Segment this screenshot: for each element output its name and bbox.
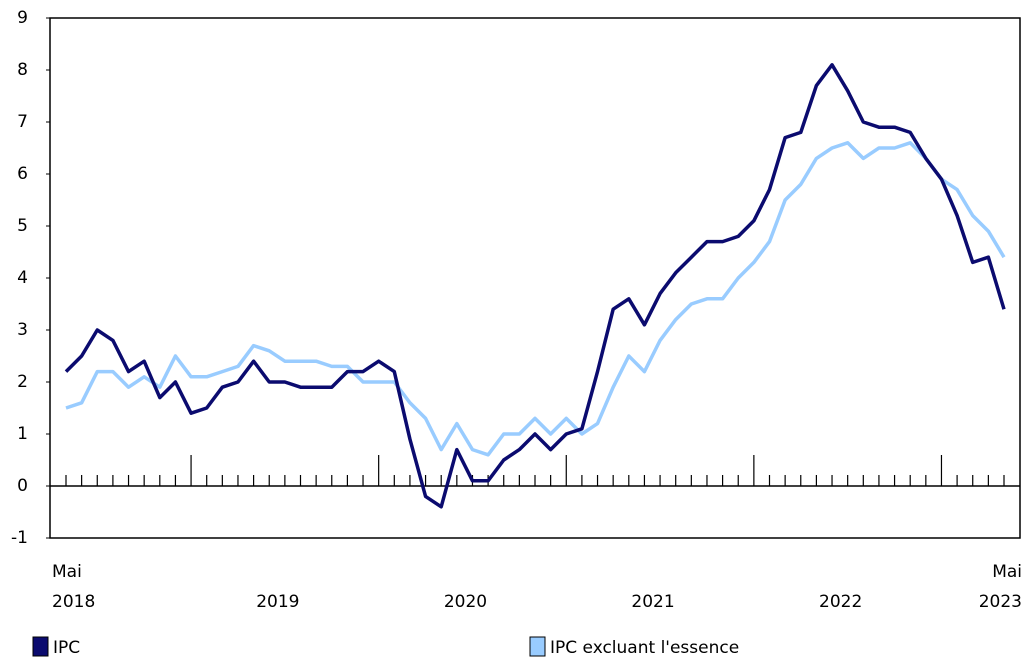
y-tick-label: -1	[11, 528, 28, 548]
x-tick-label: Mai	[52, 562, 82, 582]
y-tick-label: 9	[17, 8, 28, 28]
series-line	[65, 141, 1006, 457]
legend-swatch	[529, 636, 546, 657]
y-tick-label: 4	[17, 268, 28, 288]
y-tick-label: 3	[17, 320, 28, 340]
series-line	[64, 63, 1006, 509]
x-group-label: 2023	[979, 592, 1022, 612]
plot-frame	[49, 17, 1021, 539]
y-tick-label: 2	[17, 372, 28, 392]
x-group-label: 2018	[52, 592, 95, 612]
y-tick-label: 6	[17, 164, 28, 184]
y-tick-label: 1	[17, 424, 28, 444]
y-tick-label: 0	[17, 476, 28, 496]
x-group-label: 2021	[631, 592, 674, 612]
legend-label: IPC	[53, 638, 80, 658]
legend-label: IPC excluant l'essence	[550, 638, 739, 658]
x-tick-label: Mai	[992, 562, 1022, 582]
x-group-label: 2022	[819, 592, 862, 612]
x-group-label: 2019	[256, 592, 299, 612]
y-tick-label: 5	[17, 216, 28, 236]
y-tick-label: 8	[17, 60, 28, 80]
y-tick-label: 7	[17, 112, 28, 132]
legend-swatch	[32, 636, 49, 657]
x-group-label: 2020	[444, 592, 487, 612]
